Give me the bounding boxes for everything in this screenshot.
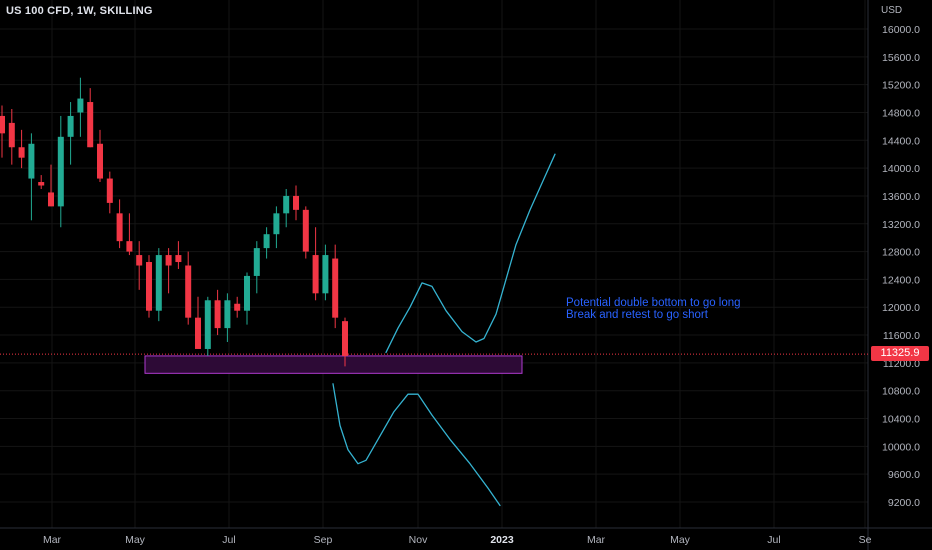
candle-down	[312, 255, 319, 294]
candle-down	[48, 192, 54, 207]
candle-down	[18, 147, 25, 158]
candle-up	[155, 255, 162, 311]
candle-down	[116, 213, 123, 242]
annotation-break-retest: Break and retest to go short	[566, 309, 708, 321]
chart-title: US 100 CFD, 1W, SKILLING	[6, 5, 153, 17]
candle-down	[8, 122, 15, 148]
y-tick-label: 12000.0	[882, 302, 920, 314]
x-tick-label: Nov	[409, 534, 428, 546]
y-tick-label: 12400.0	[882, 274, 920, 286]
y-tick-label: 16000.0	[882, 24, 920, 36]
bullish-scenario-path	[385, 153, 556, 354]
candle-down	[302, 209, 309, 252]
y-tick-label: 14800.0	[882, 107, 920, 119]
candle-down	[38, 182, 45, 186]
x-tick-label: Sep	[314, 534, 333, 546]
y-tick-label: 10400.0	[882, 414, 920, 426]
candle-up	[322, 255, 329, 294]
candle-down	[185, 265, 192, 318]
candle-up	[263, 234, 270, 249]
y-tick-label: 15200.0	[882, 80, 920, 92]
candle-down	[342, 321, 348, 356]
candle-down	[97, 143, 103, 179]
y-tick-label: 13200.0	[882, 219, 920, 231]
candle-up	[244, 275, 250, 311]
x-tick-label: Jul	[222, 534, 235, 546]
x-tick-label: Mar	[587, 534, 606, 546]
candle-down	[146, 262, 152, 311]
candle-up	[204, 300, 211, 349]
y-tick-label: 15600.0	[882, 52, 920, 64]
candle-down	[175, 255, 182, 263]
annotation-double-bottom: Potential double bottom to go long	[566, 297, 741, 309]
candle-up	[283, 195, 290, 214]
y-tick-label: 10800.0	[882, 386, 920, 398]
candle-up	[273, 213, 280, 235]
currency-label: USD	[881, 5, 903, 16]
x-tick-label: Mar	[43, 534, 62, 546]
x-tick-label: May	[125, 534, 146, 546]
candle-down	[0, 115, 5, 134]
x-tick-label: May	[670, 534, 691, 546]
candle-down	[126, 241, 133, 252]
candle-down	[195, 317, 201, 349]
x-tick-label: Jul	[767, 534, 780, 546]
candle-down	[293, 195, 299, 210]
y-tick-label: 9600.0	[888, 469, 920, 481]
candle-down	[234, 303, 241, 311]
candle-down	[332, 258, 339, 318]
candle-down	[106, 178, 113, 203]
candle-up	[253, 248, 260, 276]
candle-up	[224, 300, 231, 329]
candle-down	[165, 255, 172, 266]
bearish-scenario-path	[332, 383, 501, 507]
candle-down	[214, 300, 221, 329]
y-tick-label: 12800.0	[882, 247, 920, 259]
y-tick-label: 14400.0	[882, 135, 920, 147]
y-tick-label: 11600.0	[883, 330, 920, 342]
candle-down	[136, 255, 143, 266]
current-price-tag: 11325.9	[871, 346, 929, 361]
candle-up	[67, 115, 74, 137]
x-tick-label: 2023	[490, 534, 514, 546]
support-zone	[144, 355, 523, 374]
candle-up	[57, 136, 64, 207]
candle-up	[77, 98, 84, 113]
y-tick-label: 13600.0	[882, 191, 920, 203]
candle-up	[28, 143, 35, 179]
y-tick-label: 14000.0	[882, 163, 920, 175]
candle-down	[87, 102, 94, 148]
y-tick-label: 9200.0	[888, 497, 920, 509]
x-tick-label: Se	[859, 534, 872, 546]
y-tick-label: 10000.0	[882, 441, 920, 453]
